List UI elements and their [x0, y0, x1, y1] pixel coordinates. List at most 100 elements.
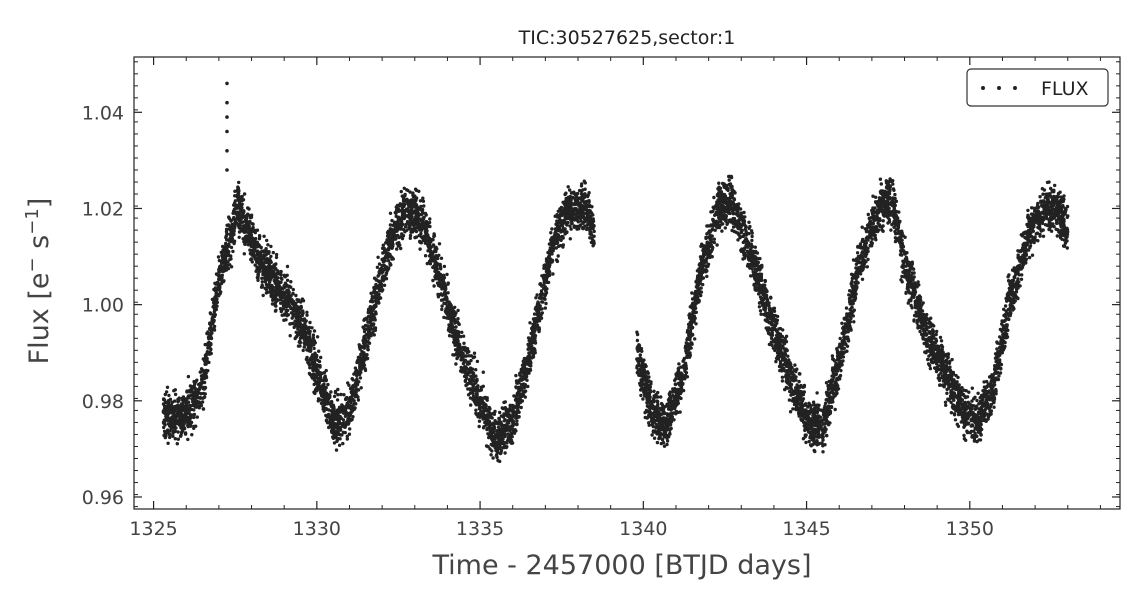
flux-point — [368, 320, 373, 324]
flux-point — [332, 394, 337, 399]
flux-point — [206, 343, 211, 348]
flux-point — [225, 232, 229, 236]
flux-point — [316, 399, 320, 403]
flux-point — [363, 368, 368, 373]
flux-point — [184, 405, 189, 409]
flux-point — [514, 395, 518, 399]
flux-point — [164, 432, 168, 437]
flux-point — [477, 419, 482, 423]
flux-point — [468, 370, 472, 375]
flux-point — [561, 227, 566, 231]
flux-point — [477, 400, 481, 404]
flux-point — [305, 348, 309, 352]
flux-point — [185, 418, 189, 422]
flux-point — [568, 188, 572, 192]
flux-point — [221, 244, 225, 249]
flux-point — [569, 227, 573, 231]
flux-point — [447, 326, 451, 330]
flux-point — [427, 254, 432, 258]
flux-point — [202, 376, 207, 381]
flux-point — [240, 209, 244, 214]
flux-point — [440, 293, 445, 297]
flux-point — [405, 208, 409, 213]
flux-point — [557, 244, 561, 248]
flux-point — [233, 199, 238, 203]
flux-point — [284, 301, 289, 305]
flux-point — [556, 254, 560, 258]
flux-point — [302, 341, 306, 345]
flux-point — [166, 441, 170, 445]
flux-point — [482, 401, 486, 406]
flux-point — [415, 209, 420, 213]
flux-point — [256, 253, 260, 257]
flux-point — [265, 238, 269, 243]
flux-point — [464, 354, 468, 358]
flux-point — [274, 262, 278, 266]
flux-point — [564, 191, 568, 195]
flux-point — [503, 451, 507, 455]
flux-point — [582, 216, 586, 220]
flux-point — [308, 366, 312, 370]
flux-point — [592, 229, 596, 234]
flux-point — [262, 264, 266, 268]
flux-point — [462, 341, 466, 345]
flux-point — [264, 247, 268, 251]
flux-point — [549, 231, 553, 235]
flux-point — [237, 230, 242, 234]
flux-point — [442, 282, 446, 287]
flux-point — [176, 430, 180, 434]
flux-point — [491, 441, 495, 445]
flux-point — [472, 351, 477, 355]
flux-point — [477, 424, 481, 429]
flux-point — [284, 311, 288, 315]
flux-point — [376, 274, 380, 278]
flux-point — [262, 250, 266, 254]
flux-point — [454, 352, 459, 357]
flux-point — [504, 409, 508, 413]
flux-point — [215, 281, 219, 285]
flux-point — [188, 384, 193, 388]
flux-point — [563, 230, 567, 234]
flux-point — [490, 423, 494, 427]
flux-point — [267, 251, 271, 255]
flux-point — [571, 207, 575, 211]
flux-point — [430, 252, 435, 256]
flux-point — [487, 420, 491, 424]
flux-point — [541, 300, 545, 304]
flux-point — [370, 300, 375, 304]
flux-point — [356, 355, 361, 360]
flux-point — [230, 232, 234, 236]
flux-point — [237, 235, 241, 239]
flux-point — [329, 421, 334, 426]
flux-point — [179, 408, 183, 412]
flux-point — [376, 255, 380, 259]
flux-point — [336, 393, 340, 397]
flux-point — [379, 267, 384, 271]
flux-point — [315, 389, 319, 393]
flux-point — [264, 278, 268, 283]
flux-point — [186, 437, 190, 442]
flux-point — [523, 389, 528, 393]
flux-point — [244, 223, 248, 228]
flux-point — [395, 247, 399, 251]
flux-point — [538, 282, 543, 286]
flux-point — [574, 213, 578, 217]
flux-point — [291, 299, 295, 304]
flux-point — [205, 350, 210, 354]
flux-point — [423, 211, 428, 216]
flux-point — [334, 412, 339, 416]
flux-point — [456, 308, 460, 313]
flux-point — [535, 323, 540, 327]
flux-point — [570, 215, 574, 219]
flux-point — [306, 337, 310, 341]
flux-point — [403, 215, 407, 220]
flux-point — [568, 224, 572, 228]
flux-point — [305, 310, 309, 314]
flux-point — [356, 398, 361, 402]
flux-point — [297, 320, 302, 325]
flux-point — [267, 257, 272, 261]
flux-point — [512, 422, 516, 426]
flux-point — [249, 233, 253, 237]
flux-point — [350, 377, 354, 381]
flux-point — [382, 283, 387, 287]
